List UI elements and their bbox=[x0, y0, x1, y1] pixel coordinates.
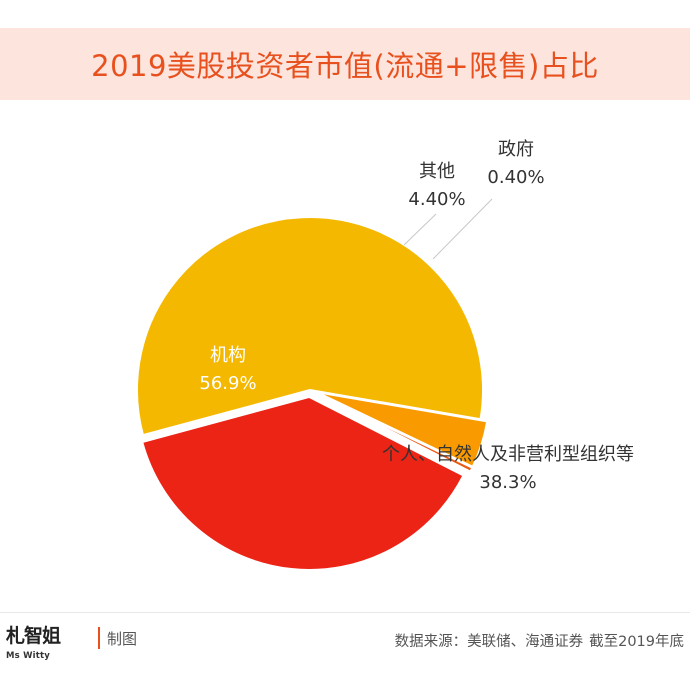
leader-line-2 bbox=[403, 213, 437, 246]
footer-credit: 制图 bbox=[107, 630, 138, 648]
slice-value-1: 56.9% bbox=[199, 373, 256, 394]
slice-value-3: 0.40% bbox=[487, 167, 544, 188]
data-source: 数据来源：美联储、海通证券 截至2019年底 bbox=[395, 630, 684, 651]
footer-divider bbox=[0, 612, 690, 613]
brand-logo: 札智姐 bbox=[6, 622, 68, 650]
chart-title: 2019美股投资者市值(流通+限售)占比 bbox=[91, 49, 599, 83]
slice-label-3: 政府 bbox=[498, 139, 534, 160]
brand-logo-sub: Ms Witty bbox=[6, 651, 51, 661]
title-banner: 2019美股投资者市值(流通+限售)占比 bbox=[0, 28, 690, 100]
pie-slice-2 bbox=[316, 391, 489, 469]
slice-value-0: 38.3% bbox=[479, 472, 536, 493]
leader-line-3 bbox=[432, 198, 493, 260]
data-source-text: 数据来源：美联储、海通证券 bbox=[394, 634, 584, 650]
pie-slice-1 bbox=[136, 216, 484, 437]
pie-slice-0 bbox=[141, 395, 465, 571]
slice-label-0: 个人、自然人及非营利型组织等 bbox=[382, 444, 634, 465]
data-source-note: 截至2019年底 bbox=[589, 634, 684, 650]
footer-separator bbox=[98, 627, 100, 649]
brand-logo-text: 札智姐 bbox=[6, 625, 61, 647]
slice-label-2: 其他 bbox=[419, 161, 455, 182]
slice-value-2: 4.40% bbox=[408, 189, 465, 210]
slice-label-1: 机构 bbox=[210, 345, 246, 366]
pie-slice-3 bbox=[315, 392, 474, 473]
